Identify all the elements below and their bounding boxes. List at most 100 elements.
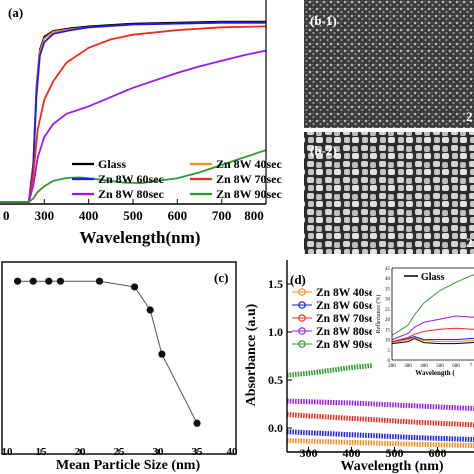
legend-label: Zn 8W 60sec	[316, 300, 379, 312]
inset-series-line-zn-8w-90sec	[392, 274, 474, 336]
x-tick-label: 0	[3, 208, 10, 223]
legend-label: Zn 8W 90sec	[216, 187, 282, 201]
x-tick-label: 40	[227, 446, 239, 458]
x-tick-label: 800	[244, 208, 264, 223]
series-line-zn-8w-80sec	[287, 398, 474, 412]
data-point	[95, 277, 104, 285]
x-tick-label: 35	[192, 446, 204, 458]
inset-series-line-zn-8w-60sec	[392, 335, 474, 343]
panel-d-label: (d)	[290, 272, 306, 287]
legend-label: Zn 8W 40sec	[216, 157, 282, 171]
legend-label: Zn 8W 60sec	[98, 172, 164, 186]
y-tick-label: 1.5	[268, 277, 283, 291]
inset-x-tick-label: 400	[420, 364, 428, 369]
panel-d-x-label: Wavelength (nm)	[340, 459, 443, 474]
data-point	[29, 277, 37, 285]
panel-b2-scale-text: 2	[466, 235, 473, 250]
inset-series-line-zn-8w-40sec	[392, 336, 474, 344]
legend-marker	[298, 327, 306, 335]
inset-x-tick-label: 600	[452, 364, 460, 369]
legend-marker	[298, 314, 306, 322]
legend-label: Zn 8W 40sec	[316, 287, 379, 299]
data-point	[131, 283, 139, 291]
inset-y-label: Reflectance (%)	[375, 295, 382, 334]
legend-marker	[298, 340, 306, 348]
y-tick-label: 0.0	[268, 421, 283, 435]
y-tick-label: 1.0	[268, 325, 283, 339]
data-point	[56, 277, 65, 285]
inset-y-tick-label: 40	[385, 277, 391, 282]
x-tick-label: 30	[153, 446, 165, 458]
legend-label: Zn 8W 80sec	[98, 187, 164, 201]
panel-d-inset: 0 5 10 15 20 25 30 35 40 45 200 300 400 500 600 7 Reflec…	[372, 262, 474, 384]
data-point	[45, 277, 53, 285]
inset-y-tick-label: 25	[385, 308, 391, 313]
x-tick-label: 600	[168, 208, 188, 223]
x-tick-label: 10	[2, 446, 14, 458]
data-point	[14, 277, 22, 285]
x-tick-label: 300	[300, 446, 318, 460]
panel-a-ticks: 300 400 500 600 700 800 0	[3, 199, 267, 223]
legend-label: Glass	[98, 157, 126, 171]
panel-c-x-label: Mean Particle Size (nm)	[56, 458, 201, 473]
panel-c: 10 15 20 25 30 35 40 (c) Mean Particle Size (n…	[1, 261, 239, 473]
legend-marker	[298, 301, 306, 309]
data-point	[146, 306, 154, 314]
panel-b2-label: (b-2)	[310, 143, 337, 158]
inset-x-tick-label: 7	[470, 364, 473, 369]
inset-y-tick-label: 5	[388, 349, 391, 354]
x-tick-label: 20	[75, 446, 87, 458]
inset-lines	[392, 274, 474, 345]
inset-x-tick-label: 300	[404, 364, 412, 369]
inset-x-tick-label: 500	[436, 364, 444, 369]
x-tick-label: 500	[123, 208, 143, 223]
inset-y-tick-label: 35	[385, 287, 391, 292]
legend-label: Zn 8W 70sec	[316, 313, 379, 325]
legend-label: Zn 8W 70sec	[216, 172, 282, 186]
inset-series-line-glass	[392, 337, 474, 345]
panel-b1-scale-text: 2	[466, 109, 473, 124]
x-tick-label: 400	[79, 208, 99, 223]
panel-d-y-label: Absorbance (a.u)	[244, 303, 259, 406]
data-point	[193, 419, 201, 427]
x-tick-label: 400	[343, 446, 361, 460]
panel-b2: (b-2) 2	[304, 132, 474, 254]
inset-y-tick-label: 15	[385, 328, 391, 333]
sem-image-b1	[304, 0, 474, 128]
series-line-zn-8w-70sec	[0, 25, 266, 204]
panel-c-label: (c)	[214, 270, 228, 285]
panel-a-x-label: Wavelength(nm)	[80, 228, 201, 247]
inset-y-tick-label: 10	[385, 339, 391, 344]
series-line	[17, 280, 198, 424]
series-line-zn-8w-70sec	[287, 412, 474, 428]
x-tick-label: 25	[114, 446, 126, 458]
legend-marker	[298, 288, 306, 296]
inset-legend-label: Glass	[421, 272, 444, 283]
y-tick-label: 0.5	[268, 373, 283, 387]
series-line-zn-8w-80sec	[0, 49, 266, 204]
panel-b1-label: (b-1)	[310, 13, 337, 28]
panel-c-frame	[1, 261, 237, 455]
legend-label: Zn 8W 80sec	[316, 326, 379, 338]
x-tick-label: 600	[429, 446, 447, 460]
inset-y-tick-label: 30	[385, 298, 391, 303]
inset-x-label: Wavelength (	[415, 369, 455, 377]
panel-a-label: (a)	[8, 5, 23, 20]
inset-y-tick-label: 45	[385, 267, 391, 272]
inset-y-tick-label: 20	[385, 318, 391, 323]
inset-series-line-zn-8w-70sec	[392, 327, 474, 343]
x-tick-label: 500	[386, 446, 404, 460]
x-tick-label: 15	[36, 446, 48, 458]
x-tick-label: 300	[35, 208, 55, 223]
panel-c-plot: 10 15 20 25 30 35 40	[1, 277, 239, 458]
inset-x-tick-label: 200	[388, 364, 396, 369]
legend-label: Zn 8W 90sec	[316, 339, 379, 351]
inset-y-tick-label: 0	[388, 359, 391, 364]
panel-b1: (b-1) 2	[304, 0, 474, 128]
data-point	[158, 350, 166, 358]
inset-series-line-zn-8w-80sec	[392, 315, 474, 341]
sem-image-b2	[304, 132, 474, 254]
